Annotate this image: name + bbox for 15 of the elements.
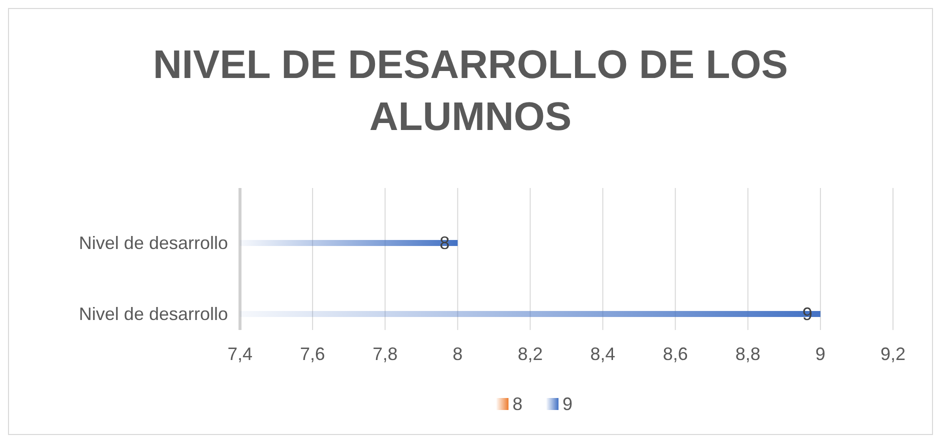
legend-label: 9 xyxy=(562,394,573,414)
x-tick-label: 8 xyxy=(452,344,463,364)
x-tick-label: 7,6 xyxy=(300,344,326,364)
x-tick-label: 8,8 xyxy=(735,344,760,364)
x-tick-label: 8,2 xyxy=(518,344,543,364)
legend-label: 8 xyxy=(512,394,523,414)
y-tick-label: Nivel de desarrollo xyxy=(78,232,228,253)
x-tick-label: 8,6 xyxy=(662,344,688,364)
x-tick-label: 8,4 xyxy=(590,344,616,364)
x-tick-label: 7,4 xyxy=(227,344,253,364)
chart-title: NIVEL DE DESARROLLO DE LOS ALUMNOS xyxy=(153,43,788,139)
y-tick-label: Nivel de desarrollo xyxy=(78,304,228,324)
x-tick-label: 9 xyxy=(815,344,826,364)
x-tick-label: 9,2 xyxy=(880,344,906,364)
x-tick-label: 7,8 xyxy=(372,344,398,364)
